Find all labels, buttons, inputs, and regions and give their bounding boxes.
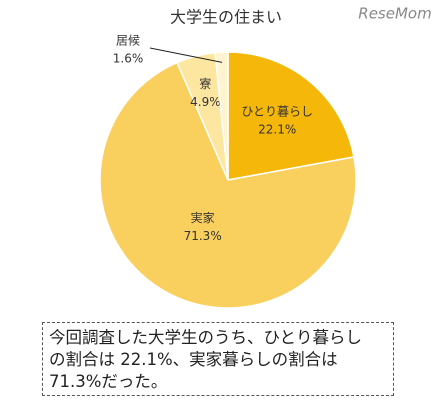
watermark: ReseMom <box>358 5 431 23</box>
pie-slice <box>227 51 355 181</box>
pie-slice <box>214 51 229 181</box>
chart-title: 大学生の住まい <box>170 8 282 27</box>
slice-label: ひとり暮らし <box>241 105 313 119</box>
slice-label: 居候 <box>116 34 140 48</box>
caption-line: の割合は 22.1%、実家暮らしの割合は <box>49 350 338 369</box>
leader-line <box>149 47 223 63</box>
value-label: 22.1% <box>258 123 296 137</box>
value-label: 71.3% <box>184 229 222 243</box>
caption-line: 71.3%だった。 <box>49 372 168 391</box>
value-label: 1.6% <box>113 52 144 66</box>
caption-box: 今回調査した大学生のうち、ひとり暮らし の割合は 22.1%、実家暮らしの割合は… <box>42 322 394 396</box>
slice-label: 実家 <box>191 210 215 225</box>
value-label: 4.9% <box>190 95 221 109</box>
slice-label: 寮 <box>199 76 211 91</box>
caption-line: 今回調査した大学生のうち、ひとり暮らし <box>49 328 363 347</box>
pie-slice <box>99 61 357 309</box>
